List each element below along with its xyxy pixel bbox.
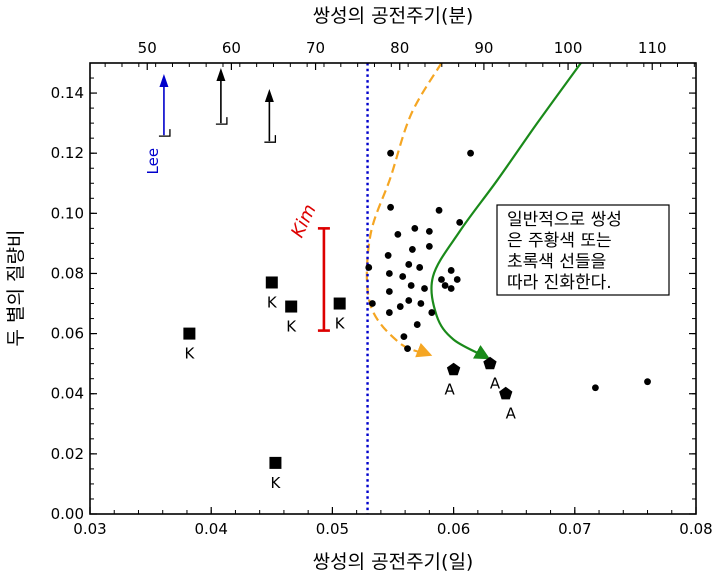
pentagon-point: [483, 356, 497, 370]
dot-point: [405, 261, 413, 268]
dot-point: [456, 218, 464, 226]
annotation-line: 일반적으로 쌍성: [507, 210, 622, 230]
y-tick-label: 0.10: [51, 204, 84, 222]
annotations: Lee Kim: [144, 68, 330, 332]
y-tick-label: 0.02: [51, 445, 84, 463]
dot-point: [428, 309, 436, 316]
dot-point: [447, 267, 455, 274]
y-tick-label: 0.12: [51, 144, 84, 162]
dot-point: [592, 384, 599, 392]
dot-point: [404, 345, 411, 353]
dot-point: [400, 333, 408, 341]
annotation-box: 일반적으로 쌍성 은 주황색 또는 초록색 선들을 따라 진화한다.: [496, 204, 670, 296]
dot-point: [368, 300, 376, 307]
dot-point: [416, 264, 424, 271]
annotation-line: 은 주황색 또는: [507, 231, 612, 251]
x2-axis-title: 쌍성의 공전주기(분): [313, 5, 474, 27]
dot-point: [385, 288, 393, 295]
square-point: [333, 297, 346, 310]
dot-point: [435, 206, 443, 214]
pentagon-point: [446, 362, 461, 376]
x-axis-title: 쌍성의 공전주기(일): [313, 551, 474, 573]
dot-point: [425, 227, 433, 235]
dot-point: [399, 273, 407, 280]
square-point-label: K: [184, 345, 195, 363]
pentagon-point-label: A: [444, 381, 455, 399]
kim-label: Kim: [287, 201, 321, 241]
pentagon-point-label: A: [506, 405, 517, 423]
x2-tick-label: 90: [474, 39, 493, 57]
dot-point: [396, 303, 404, 310]
dot-point: [407, 282, 415, 289]
lower-limit-arrowhead: [264, 89, 274, 103]
x-tick-label: 0.04: [194, 520, 227, 538]
dot-point: [405, 297, 413, 304]
green-evolution-track: [430, 62, 582, 360]
square-point: [183, 327, 196, 340]
dot-point: [421, 285, 428, 292]
y-tick-label: 0.04: [51, 385, 84, 403]
dot-point: [441, 282, 449, 289]
lee-label: Lee: [144, 148, 162, 175]
y-tick-label: 0.00: [51, 505, 84, 523]
y-tick-label: 0.08: [51, 264, 84, 282]
square-point: [265, 276, 278, 289]
x2-tick-label: 80: [390, 39, 409, 57]
annotation-line: 초록색 선들을: [507, 252, 606, 272]
annotation-text: 일반적으로 쌍성 은 주황색 또는 초록색 선들을 따라 진화한다.: [507, 210, 622, 293]
evolution-tracks: [365, 62, 582, 360]
dot-point: [453, 276, 461, 283]
dot-point: [387, 203, 394, 211]
square-point: [285, 300, 298, 313]
x2-tick-label: 60: [222, 39, 241, 57]
dot-point: [387, 149, 394, 157]
lower-limit-bracket: [215, 117, 228, 125]
data-points: KKK KKA AA: [183, 149, 651, 492]
x2-tick-label: 100: [554, 39, 583, 57]
square-point: [269, 456, 282, 469]
lower-limit-arrowhead: [216, 68, 226, 82]
lower-limit-arrowhead: [159, 74, 169, 88]
square-point-label: K: [267, 293, 278, 311]
y-tick-label: 0.14: [51, 84, 84, 102]
y-tick-label: 0.06: [51, 325, 84, 343]
dot-point: [411, 224, 419, 232]
dot-point: [425, 243, 433, 250]
x-tick-label: 0.05: [316, 520, 349, 538]
annotation-line: 따라 진화한다.: [507, 273, 612, 293]
square-point-label: K: [286, 318, 297, 336]
x2-tick-label: 50: [138, 39, 157, 57]
orange-evolution-track: [365, 62, 443, 358]
pentagon-point-label: A: [490, 375, 501, 393]
x2-tick-label: 70: [306, 39, 325, 57]
x-tick-label: 0.06: [437, 520, 470, 538]
dot-point: [417, 300, 425, 307]
square-point-label: K: [335, 315, 346, 333]
lower-limit-bracket: [158, 129, 171, 137]
dot-point: [385, 270, 393, 277]
y-axis-title: 두 별의 질량비: [5, 230, 27, 347]
x-tick-label: 0.07: [558, 520, 591, 538]
dot-point: [447, 285, 455, 292]
dot-point: [413, 321, 421, 328]
dot-point: [467, 149, 474, 157]
dot-point: [438, 276, 445, 283]
dot-point: [408, 246, 416, 253]
dot-point: [394, 230, 402, 238]
dot-point: [385, 309, 393, 316]
x-tick-label: 0.08: [679, 520, 712, 538]
dot-point: [644, 378, 651, 386]
pentagon-point: [499, 386, 513, 400]
axis-ticks: 0.03 0.04 0.05 0.06 0.07 0.08 0.00 0.02 0.04 0.06…: [51, 39, 713, 538]
lower-limit-bracket: [264, 135, 277, 143]
dot-point: [365, 264, 373, 271]
annotation-box-frame: [496, 204, 670, 296]
x-tick-label: 0.03: [73, 520, 106, 538]
dot-point: [384, 252, 392, 259]
x2-tick-label: 110: [638, 39, 667, 57]
square-point-label: K: [271, 474, 282, 492]
